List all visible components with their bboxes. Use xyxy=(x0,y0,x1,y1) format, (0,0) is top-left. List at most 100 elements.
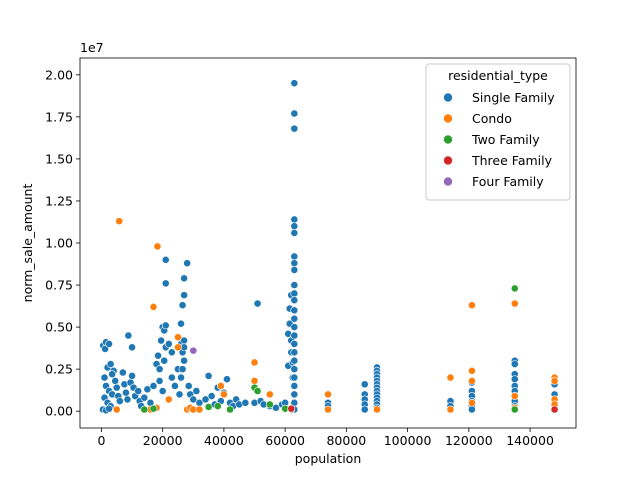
data-point xyxy=(106,360,115,368)
data-point xyxy=(174,343,182,352)
y-tick-label: 0.50 xyxy=(45,320,73,335)
data-point xyxy=(154,351,162,360)
data-point xyxy=(290,296,299,305)
y-tick-label: 1.50 xyxy=(45,151,73,166)
data-point xyxy=(140,393,149,402)
data-point xyxy=(468,301,476,310)
data-point xyxy=(324,405,332,414)
data-point xyxy=(446,405,455,414)
data-point xyxy=(510,392,519,400)
y-tick-label: 0.75 xyxy=(45,278,73,293)
data-point xyxy=(241,398,250,407)
points-layer xyxy=(99,79,559,415)
data-point xyxy=(195,405,204,414)
legend-box xyxy=(425,63,571,201)
data-point xyxy=(290,252,299,261)
data-point xyxy=(115,397,124,405)
data-point xyxy=(360,405,369,414)
data-point xyxy=(155,377,164,385)
data-point xyxy=(253,387,262,395)
data-point xyxy=(290,109,299,118)
legend-label: Three Family xyxy=(471,153,553,168)
data-point xyxy=(175,390,184,399)
data-point xyxy=(155,365,164,374)
data-point xyxy=(290,340,299,348)
data-point xyxy=(446,373,455,382)
data-point xyxy=(468,405,476,414)
data-point xyxy=(164,340,173,348)
y-axis-label: norm_sale_amount xyxy=(20,184,35,303)
y-tick-label: 1.25 xyxy=(45,193,73,208)
data-point xyxy=(468,377,476,385)
data-point xyxy=(250,377,259,385)
data-point xyxy=(183,259,192,268)
data-point xyxy=(290,373,299,382)
data-point xyxy=(171,382,179,390)
data-point xyxy=(290,215,299,224)
data-point xyxy=(204,403,213,411)
data-point xyxy=(122,388,130,397)
data-point xyxy=(468,398,476,407)
data-point xyxy=(287,404,296,413)
x-tick-label: 120000 xyxy=(445,433,493,448)
data-point xyxy=(143,385,152,394)
data-point xyxy=(220,390,228,399)
data-point xyxy=(510,360,519,368)
data-point xyxy=(180,274,188,283)
series-three-family xyxy=(287,404,559,414)
data-point xyxy=(177,373,185,382)
data-point xyxy=(290,323,299,331)
data-point xyxy=(290,222,299,231)
data-point xyxy=(265,400,274,409)
data-point xyxy=(112,405,121,414)
data-point xyxy=(223,375,231,384)
data-point xyxy=(180,291,188,300)
legend-marker xyxy=(443,134,453,145)
data-point xyxy=(272,403,280,412)
x-tick-label: 100000 xyxy=(384,433,432,448)
y-tick-label: 1.00 xyxy=(45,236,73,251)
data-point xyxy=(290,124,299,133)
data-point xyxy=(189,395,198,404)
data-point xyxy=(360,380,369,389)
data-point xyxy=(167,373,176,382)
data-point xyxy=(550,377,559,385)
x-tick-label: 80000 xyxy=(326,433,366,448)
x-tick-label: 40000 xyxy=(204,433,244,448)
data-point xyxy=(161,321,170,330)
data-point xyxy=(115,217,124,226)
x-tick-label: 140000 xyxy=(506,433,554,448)
data-point xyxy=(290,79,299,88)
data-point xyxy=(290,266,299,274)
data-point xyxy=(178,301,187,310)
legend-marker xyxy=(443,113,453,124)
data-point xyxy=(213,402,222,411)
y-tick-label: 0.25 xyxy=(45,362,73,377)
data-point xyxy=(207,392,216,400)
data-point xyxy=(140,405,149,414)
data-point xyxy=(265,390,274,399)
legend-marker xyxy=(443,176,453,187)
data-point xyxy=(128,343,136,352)
legend-label: Four Family xyxy=(472,174,544,189)
data-point xyxy=(290,331,299,340)
data-point xyxy=(468,366,476,375)
x-tick-label: 20000 xyxy=(143,433,183,448)
x-tick-label: 60000 xyxy=(265,433,305,448)
data-point xyxy=(161,279,170,288)
data-point xyxy=(550,405,559,414)
data-point xyxy=(164,395,173,404)
data-point xyxy=(124,331,133,340)
data-point xyxy=(128,371,136,380)
data-point xyxy=(157,336,166,345)
y-tick-label: 0.00 xyxy=(45,404,73,419)
y-tick-label: 2.00 xyxy=(45,67,73,82)
legend-title: residential_type xyxy=(448,68,548,83)
data-point xyxy=(178,365,187,374)
data-point xyxy=(105,404,113,413)
data-point xyxy=(290,382,299,390)
data-point xyxy=(153,242,162,251)
data-point xyxy=(189,346,198,355)
legend-label: Condo xyxy=(472,111,512,126)
